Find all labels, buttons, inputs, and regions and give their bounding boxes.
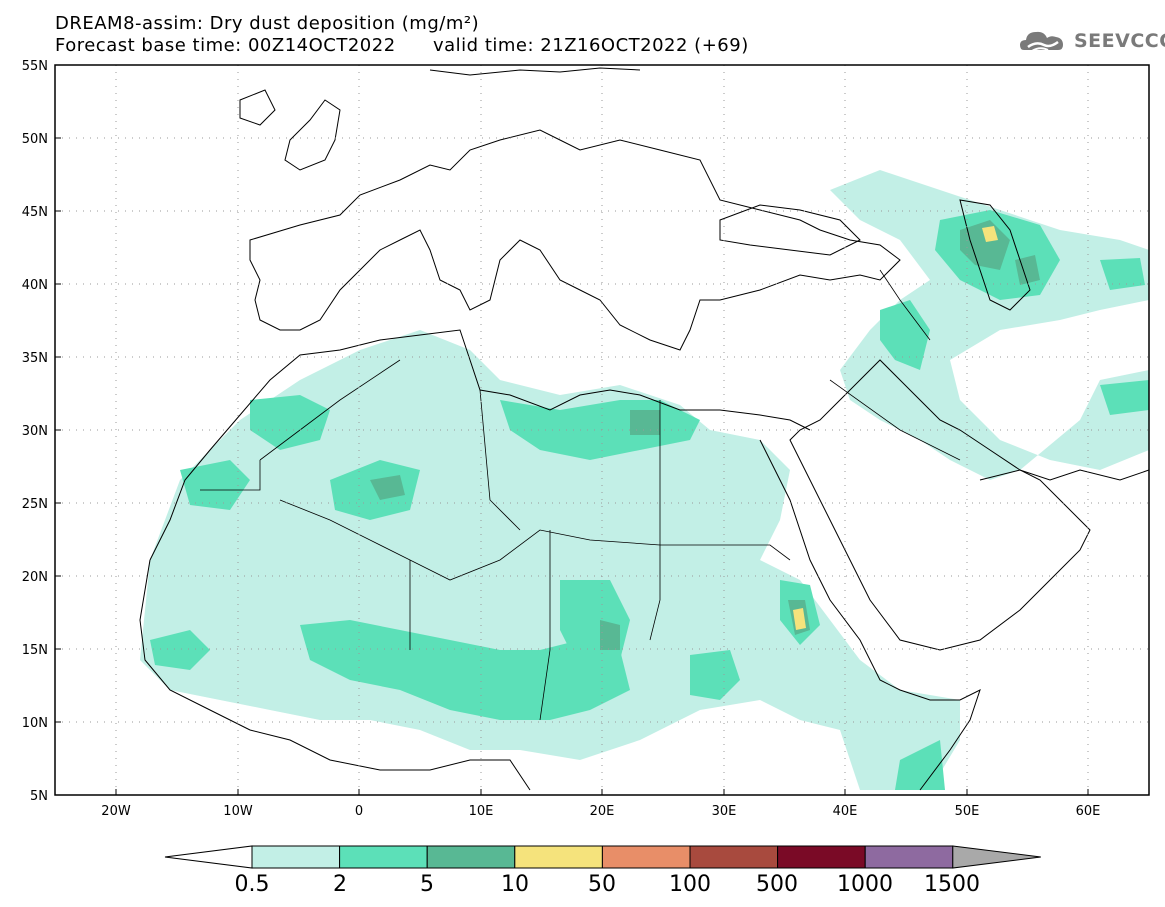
- colorbar-over-arrow: [952, 845, 1041, 869]
- lat-label: 40N: [22, 278, 48, 293]
- lat-label: 15N: [22, 643, 48, 658]
- colorbar-swatch: [864, 845, 954, 869]
- colorbar-label: 2: [333, 872, 347, 897]
- lon-label: 20E: [590, 804, 615, 819]
- country-borders: [200, 269, 961, 721]
- colorbar-label: 5: [420, 872, 434, 897]
- axis-ticks: [55, 137, 1089, 795]
- longitude-labels: 20W 10W 0 10E 20E 30E 40E 50E 60E: [101, 804, 1100, 819]
- dust-band-10-50: [793, 226, 998, 630]
- lon-label: 0: [355, 804, 363, 819]
- lat-label: 50N: [22, 132, 48, 147]
- map-title: DREAM8-assim: Dry dust deposition (mg/m²…: [55, 13, 480, 34]
- colorbar-label: 500: [756, 872, 798, 897]
- lon-label: 10E: [469, 804, 494, 819]
- colorbar-label: 1500: [924, 872, 980, 897]
- lon-label: 20W: [101, 804, 131, 819]
- lat-label: 25N: [22, 497, 48, 512]
- colorbar-swatch: [514, 845, 603, 869]
- colorbar-swatch: [601, 845, 691, 869]
- lat-label: 45N: [22, 205, 48, 220]
- lon-label: 60E: [1076, 804, 1101, 819]
- colorbar-swatch: [339, 845, 428, 869]
- colorbar-label: 100: [669, 872, 711, 897]
- colorbar-under-arrow: [164, 845, 253, 869]
- colorbar-label: 1000: [837, 872, 893, 897]
- lat-label: 55N: [22, 59, 48, 74]
- forecast-base-time: Forecast base time: 00Z14OCT2022: [55, 35, 396, 56]
- lat-label: 5N: [30, 789, 48, 804]
- colorbar-labels: 0.5 2 5 10 50 100 500 1000 1500: [235, 872, 981, 897]
- lat-label: 20N: [22, 570, 48, 585]
- coastlines: [139, 67, 1149, 791]
- lon-label: 30E: [712, 804, 737, 819]
- lat-label: 30N: [22, 424, 48, 439]
- logo-text: SEEVCCC: [1074, 30, 1165, 52]
- colorbar-swatch: [777, 845, 866, 869]
- colorbar-label: 10: [501, 872, 529, 897]
- cloud-logo-icon: [1020, 31, 1063, 52]
- dust-band-5-10: [370, 220, 1040, 650]
- valid-time: valid time: 21Z16OCT2022 (+69): [433, 35, 749, 56]
- colorbar-swatch: [251, 845, 341, 869]
- dust-fields: [139, 67, 1149, 791]
- latitude-labels: 55N 50N 45N 40N 35N 30N 25N 20N 15N 10N …: [22, 59, 48, 804]
- colorbar-boxes: [164, 845, 1041, 869]
- lon-label: 10W: [223, 804, 253, 819]
- forecast-times: Forecast base time: 00Z14OCT2022 valid t…: [55, 36, 749, 56]
- grid-lines: [55, 65, 1149, 795]
- colorbar-swatch: [689, 845, 779, 869]
- lon-label: 50E: [955, 804, 980, 819]
- lat-label: 35N: [22, 351, 48, 366]
- colorbar-swatch: [426, 845, 516, 869]
- colorbar-label: 0.5: [235, 872, 270, 897]
- dust-deposition-map: 55N 50N 45N 40N 35N 30N 25N 20N 15N 10N …: [22, 59, 1150, 819]
- colorbar-label: 50: [588, 872, 616, 897]
- seevccc-logo: SEEVCCC: [1018, 26, 1165, 58]
- lon-label: 40E: [833, 804, 858, 819]
- lat-label: 10N: [22, 716, 48, 731]
